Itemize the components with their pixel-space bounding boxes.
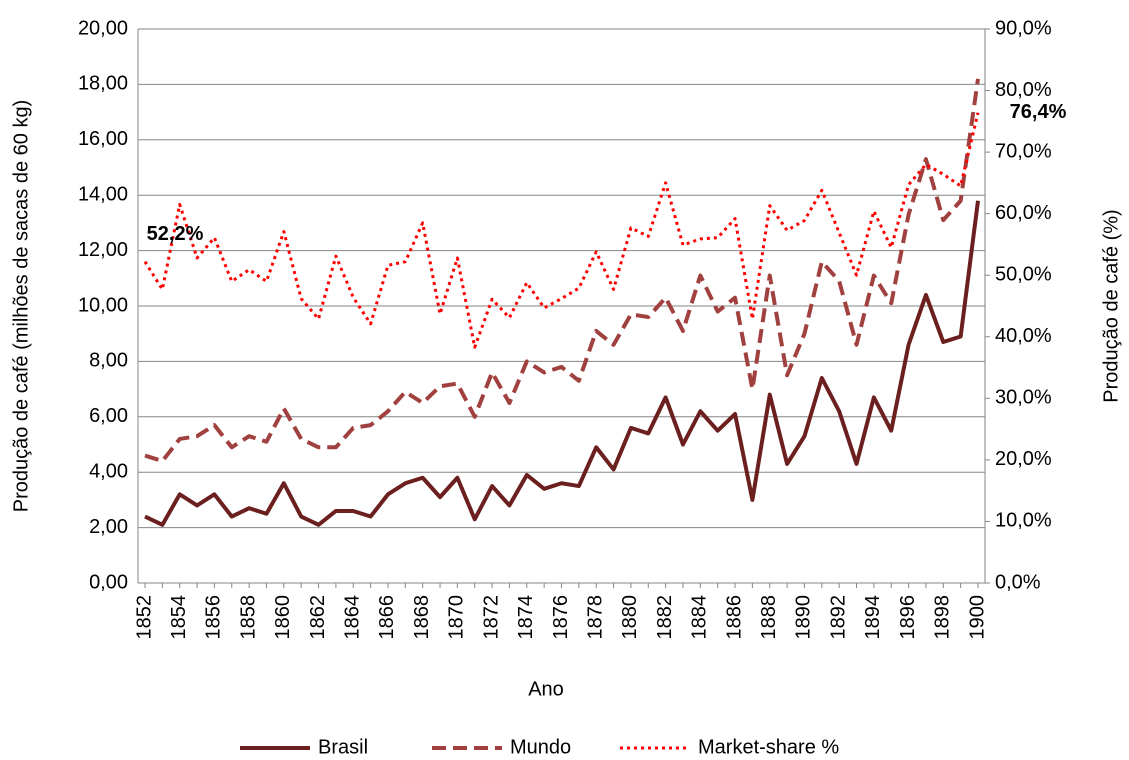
y-tick-label: 6,00: [89, 405, 128, 427]
x-tick-label: 1894: [862, 595, 884, 640]
x-tick-label: 1882: [654, 595, 676, 640]
y-tick-label: 20,00: [78, 17, 128, 39]
legend-label: Brasil: [318, 736, 368, 758]
x-tick-label: 1864: [342, 595, 364, 640]
y2-tick-label: 70,0%: [995, 140, 1052, 162]
y-axis-title: Produção de café (milhões de sacas de 60…: [10, 100, 32, 512]
y-tick-label: 14,00: [78, 183, 128, 205]
x-tick-label: 1884: [689, 595, 711, 640]
x-tick-label: 1888: [758, 595, 780, 640]
y2-tick-label: 40,0%: [995, 325, 1052, 347]
y-tick-label: 10,00: [78, 294, 128, 316]
x-tick-label: 1868: [411, 595, 433, 640]
x-tick-label: 1886: [723, 595, 745, 640]
x-tick-label: 1898: [932, 595, 954, 640]
series-line: [144, 78, 980, 464]
x-tick-label: 1858: [237, 595, 259, 640]
y2-tick-label: 0,0%: [995, 571, 1041, 593]
y2-tick-label: 90,0%: [995, 17, 1052, 39]
legend-label: Market-share %: [698, 736, 839, 758]
x-tick-label: 1856: [203, 595, 225, 640]
x-tick-label: 1872: [480, 595, 502, 640]
x-tick-label: 1854: [168, 595, 190, 640]
data-label: 52,2%: [147, 223, 204, 245]
y-tick-label: 12,00: [78, 239, 128, 261]
x-tick-label: 1880: [619, 595, 641, 640]
y2-tick-label: 60,0%: [995, 202, 1052, 224]
legend-label: Mundo: [510, 736, 571, 758]
y-tick-label: 0,00: [89, 571, 128, 593]
x-tick-label: 1866: [376, 595, 398, 640]
x-tick-label: 1890: [793, 595, 815, 640]
x-tick-label: 1900: [966, 595, 988, 640]
x-axis-title: Ano: [528, 678, 564, 700]
x-tick-label: 1874: [515, 595, 537, 640]
y2-tick-label: 10,0%: [995, 510, 1052, 532]
y-tick-label: 8,00: [89, 350, 128, 372]
x-tick-label: 1870: [446, 595, 468, 640]
y2-tick-label: 30,0%: [995, 387, 1052, 409]
y2-tick-label: 80,0%: [995, 79, 1052, 101]
y-tick-label: 2,00: [89, 516, 128, 538]
series-line: [143, 112, 980, 349]
x-tick-label: 1896: [897, 595, 919, 640]
y-tick-label: 4,00: [89, 460, 128, 482]
y-tick-label: 18,00: [78, 73, 128, 95]
y2-axis-title: Produção de café (%): [1100, 209, 1122, 402]
x-tick-label: 1860: [272, 595, 294, 640]
x-tick-label: 1892: [827, 595, 849, 640]
y2-tick-label: 50,0%: [995, 264, 1052, 286]
x-tick-label: 1852: [133, 595, 155, 640]
y-tick-label: 16,00: [78, 128, 128, 150]
series-line: [144, 200, 980, 527]
x-tick-label: 1862: [307, 595, 329, 640]
x-tick-label: 1878: [584, 595, 606, 640]
x-tick-label: 1876: [550, 595, 572, 640]
y2-tick-label: 20,0%: [995, 448, 1052, 470]
data-label: 76,4%: [1010, 101, 1067, 123]
